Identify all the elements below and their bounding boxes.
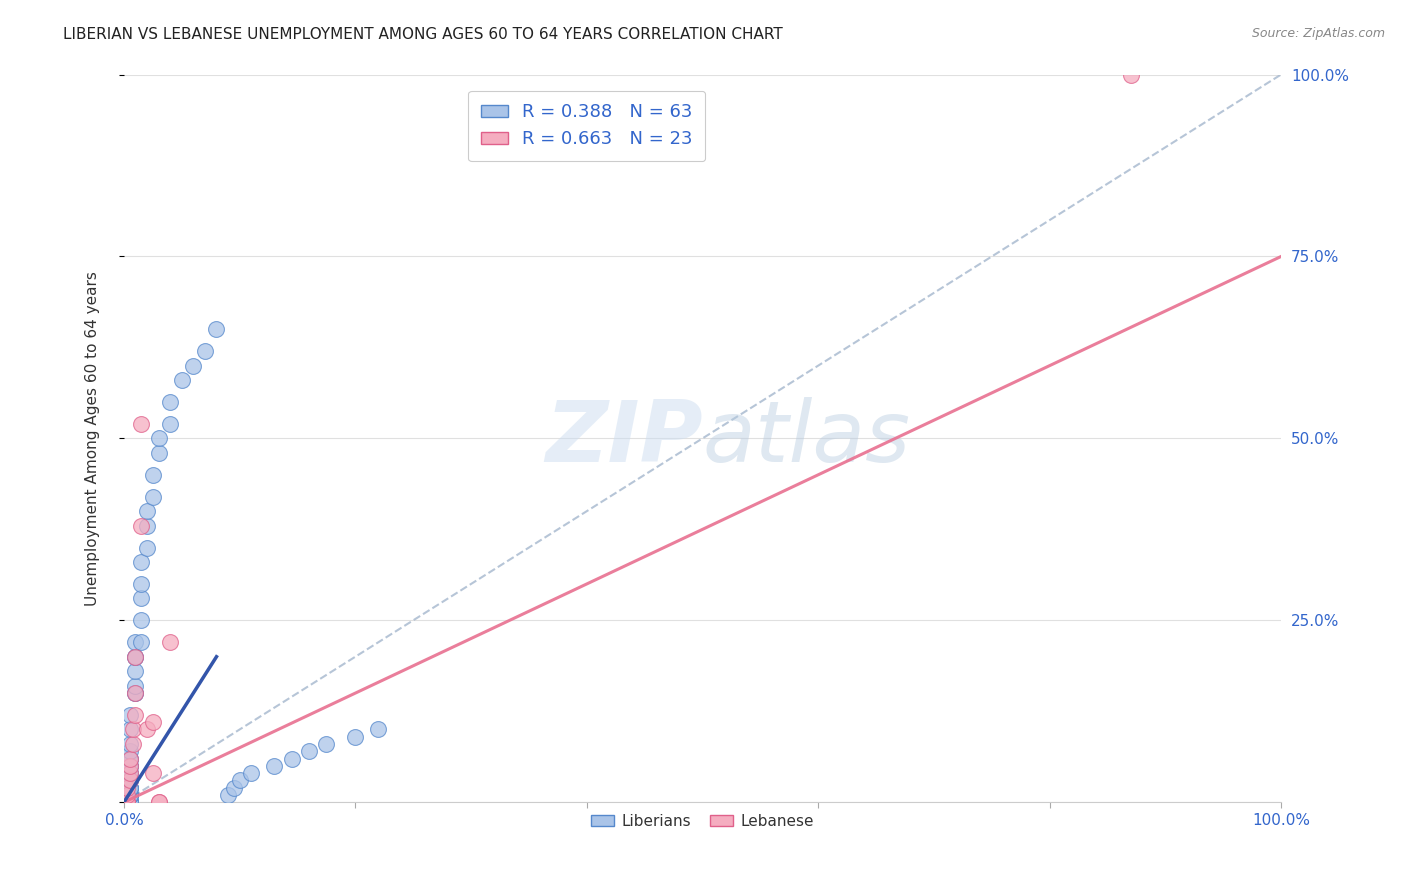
Point: [124, 686, 146, 700]
Point: [148, 431, 170, 445]
Point: [124, 686, 146, 700]
Point: [148, 795, 170, 809]
Point: [118, 780, 141, 795]
Point: [118, 766, 141, 780]
Point: [118, 751, 141, 765]
Point: [118, 737, 141, 751]
Point: [117, 788, 139, 802]
Point: [118, 723, 141, 737]
Point: [117, 780, 139, 795]
Point: [129, 591, 152, 606]
Point: [344, 730, 367, 744]
Point: [118, 773, 141, 788]
Point: [124, 649, 146, 664]
Point: [142, 715, 165, 730]
Point: [280, 751, 302, 765]
Point: [118, 744, 141, 758]
Point: [228, 773, 250, 788]
Point: [205, 322, 228, 336]
Point: [124, 649, 146, 664]
Point: [122, 737, 145, 751]
Text: atlas: atlas: [703, 397, 911, 480]
Point: [129, 417, 152, 431]
Point: [117, 795, 139, 809]
Point: [118, 759, 141, 773]
Point: [159, 395, 181, 409]
Point: [240, 766, 263, 780]
Point: [263, 759, 285, 773]
Point: [118, 766, 141, 780]
Text: ZIP: ZIP: [546, 397, 703, 480]
Point: [129, 577, 152, 591]
Point: [118, 766, 141, 780]
Point: [142, 490, 165, 504]
Point: [124, 707, 146, 722]
Point: [118, 788, 141, 802]
Text: LIBERIAN VS LEBANESE UNEMPLOYMENT AMONG AGES 60 TO 64 YEARS CORRELATION CHART: LIBERIAN VS LEBANESE UNEMPLOYMENT AMONG …: [63, 27, 783, 42]
Point: [122, 723, 145, 737]
Point: [298, 744, 321, 758]
Point: [118, 795, 141, 809]
Point: [136, 518, 159, 533]
Point: [170, 373, 193, 387]
Point: [129, 635, 152, 649]
Point: [124, 686, 146, 700]
Point: [129, 613, 152, 627]
Point: [118, 759, 141, 773]
Point: [222, 780, 245, 795]
Point: [118, 759, 141, 773]
Point: [118, 788, 141, 802]
Point: [124, 679, 146, 693]
Point: [117, 795, 139, 809]
Point: [367, 723, 389, 737]
Point: [118, 751, 141, 765]
Point: [129, 555, 152, 569]
Point: [129, 518, 152, 533]
Point: [136, 723, 159, 737]
Point: [136, 541, 159, 555]
Point: [118, 773, 141, 788]
Point: [118, 788, 141, 802]
Point: [124, 649, 146, 664]
Point: [142, 766, 165, 780]
Point: [159, 417, 181, 431]
Point: [118, 780, 141, 795]
Point: [118, 795, 141, 809]
Point: [118, 795, 141, 809]
Point: [217, 788, 239, 802]
Point: [118, 780, 141, 795]
Point: [148, 795, 170, 809]
Point: [315, 737, 337, 751]
Point: [124, 635, 146, 649]
Point: [136, 504, 159, 518]
Point: [118, 795, 141, 809]
Point: [118, 788, 141, 802]
Point: [159, 635, 181, 649]
Point: [118, 780, 141, 795]
Point: [1119, 68, 1142, 82]
Point: [183, 359, 205, 373]
Point: [118, 773, 141, 788]
Point: [118, 751, 141, 765]
Point: [118, 788, 141, 802]
Point: [117, 795, 139, 809]
Point: [118, 795, 141, 809]
Point: [142, 467, 165, 482]
Point: [194, 344, 217, 359]
Point: [118, 795, 141, 809]
Point: [124, 665, 146, 679]
Point: [148, 446, 170, 460]
Y-axis label: Unemployment Among Ages 60 to 64 years: Unemployment Among Ages 60 to 64 years: [86, 271, 100, 606]
Legend: Liberians, Lebanese: Liberians, Lebanese: [585, 807, 820, 835]
Text: Source: ZipAtlas.com: Source: ZipAtlas.com: [1251, 27, 1385, 40]
Point: [118, 707, 141, 722]
Point: [118, 795, 141, 809]
